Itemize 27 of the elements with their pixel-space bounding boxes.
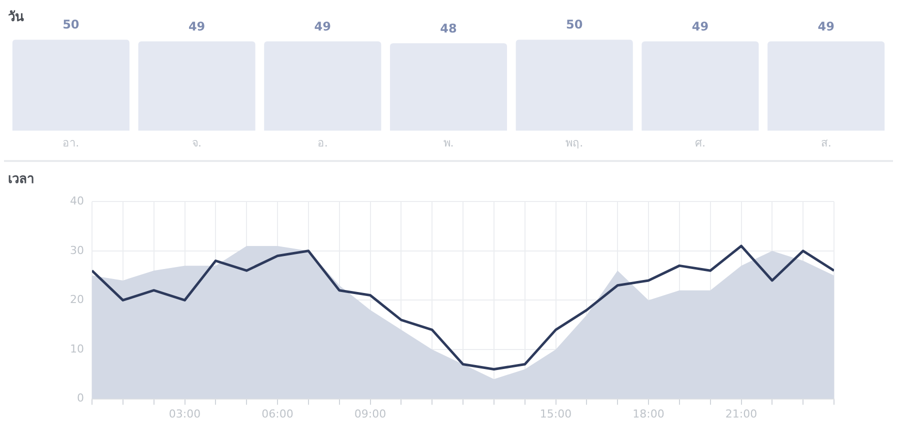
x-tick-label: 15:00: [540, 407, 572, 420]
x-tick-label: 18:00: [632, 407, 664, 420]
x-tick-label: 03:00: [168, 407, 201, 420]
y-tick-label: 40: [70, 194, 84, 208]
data-label: 50: [566, 18, 583, 32]
chart-title: วัน: [8, 10, 24, 26]
x-tick-label: ศ.: [694, 136, 706, 150]
data-label: 49: [818, 20, 834, 34]
x-tick-label: พ.: [443, 136, 454, 150]
x-tick-label: อ.: [317, 136, 328, 150]
data-label: 49: [314, 20, 331, 34]
x-tick-label: 21:00: [725, 407, 758, 420]
x-tick-label: จ.: [192, 136, 202, 150]
x-tick-label: พฤ.: [566, 136, 584, 150]
data-label: 48: [440, 21, 457, 36]
data-label: 49: [188, 20, 206, 34]
x-tick-label: อา.: [62, 136, 80, 150]
y-tick-label: 20: [70, 293, 84, 306]
x-tick-label: 09:00: [354, 407, 386, 420]
data-label: 49: [692, 20, 709, 34]
x-tick-label: 06:00: [262, 407, 294, 420]
y-tick-label: 0: [77, 392, 84, 405]
chart-title: เวลา: [8, 172, 34, 188]
y-tick-label: 10: [70, 342, 84, 356]
x-tick-label: ส.: [820, 136, 832, 150]
y-tick-label: 30: [70, 244, 84, 257]
data-label: 50: [62, 18, 80, 32]
